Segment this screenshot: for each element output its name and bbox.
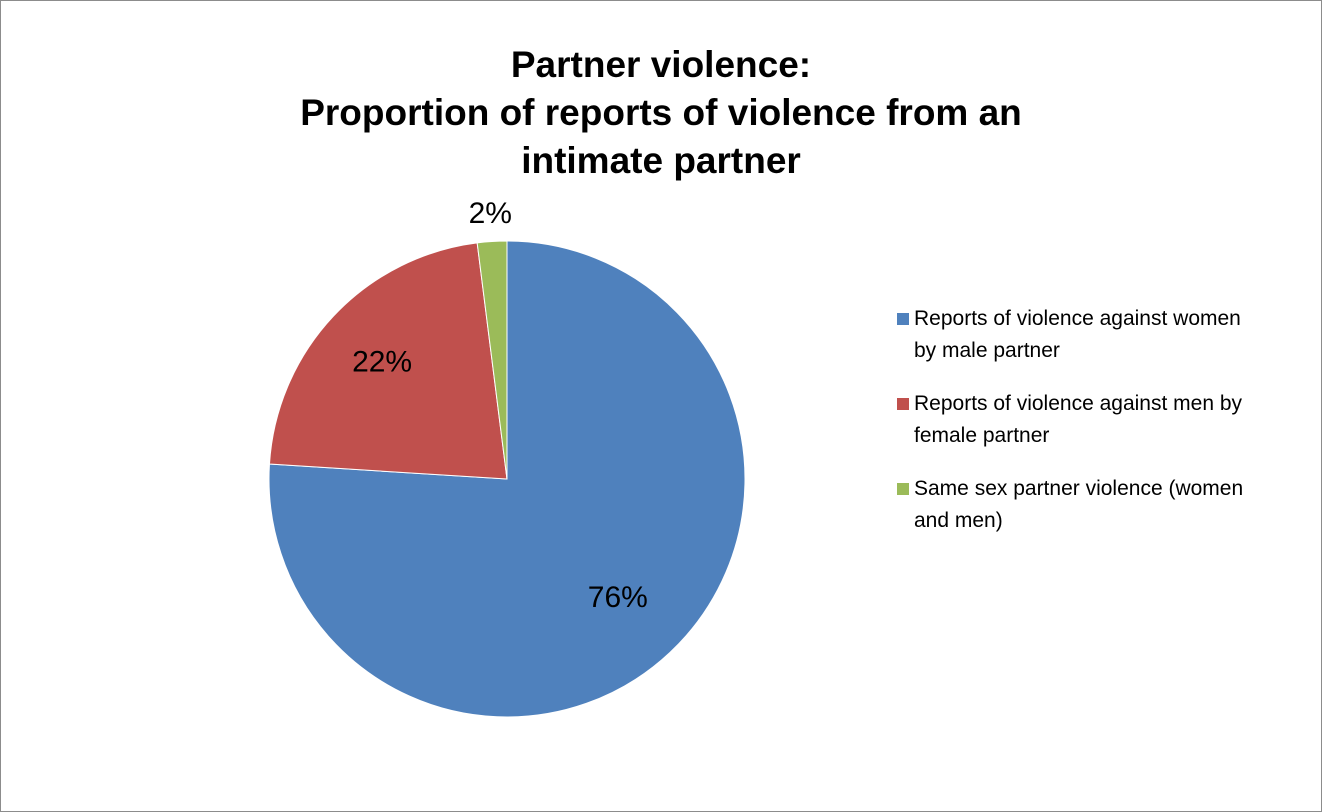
chart-title-line-3: intimate partner [521,140,801,181]
legend-item-same-sex: Same sex partner violence (women and men… [897,473,1317,537]
legend-swatch-women-by-male [897,313,909,325]
legend-item-women-by-male: Reports of violence against women by mal… [897,303,1317,367]
legend-label-women-by-male: Reports of violence against women by mal… [914,303,1304,367]
data-label-slice-1: 76% [588,581,648,614]
chart-title-line-2: Proportion of reports of violence from a… [300,92,1022,133]
legend-label-line: female partner [914,424,1050,447]
legend-label-men-by-female: Reports of violence against men by femal… [914,388,1304,452]
chart-title: Partner violence: Proportion of reports … [141,41,1181,185]
pie-slice-1 [268,240,746,718]
legend-label-same-sex: Same sex partner violence (women and men… [914,473,1304,537]
legend-label-line: by male partner [914,339,1060,362]
pie-slices [268,240,746,718]
data-label-slice-2: 22% [352,346,412,379]
chart-title-line-1: Partner violence: [510,44,812,85]
pie-slice-2 [268,242,508,480]
pie-data-labels: 76% 22% 2% [352,197,648,614]
legend-swatch-same-sex [897,483,909,495]
legend-item-men-by-female: Reports of violence against men by femal… [897,388,1317,452]
legend-label-line: Reports of violence against women [914,307,1241,330]
chart-legend: Reports of violence against women by mal… [897,303,1317,558]
data-label-slice-3: 2% [469,197,512,230]
legend-label-line: Same sex partner violence (women [914,477,1244,500]
legend-label-line: Reports of violence against men by [914,392,1243,415]
pie-slice-3 [476,240,508,480]
legend-label-line: and men) [914,509,1003,532]
legend-swatch-men-by-female [897,398,909,410]
